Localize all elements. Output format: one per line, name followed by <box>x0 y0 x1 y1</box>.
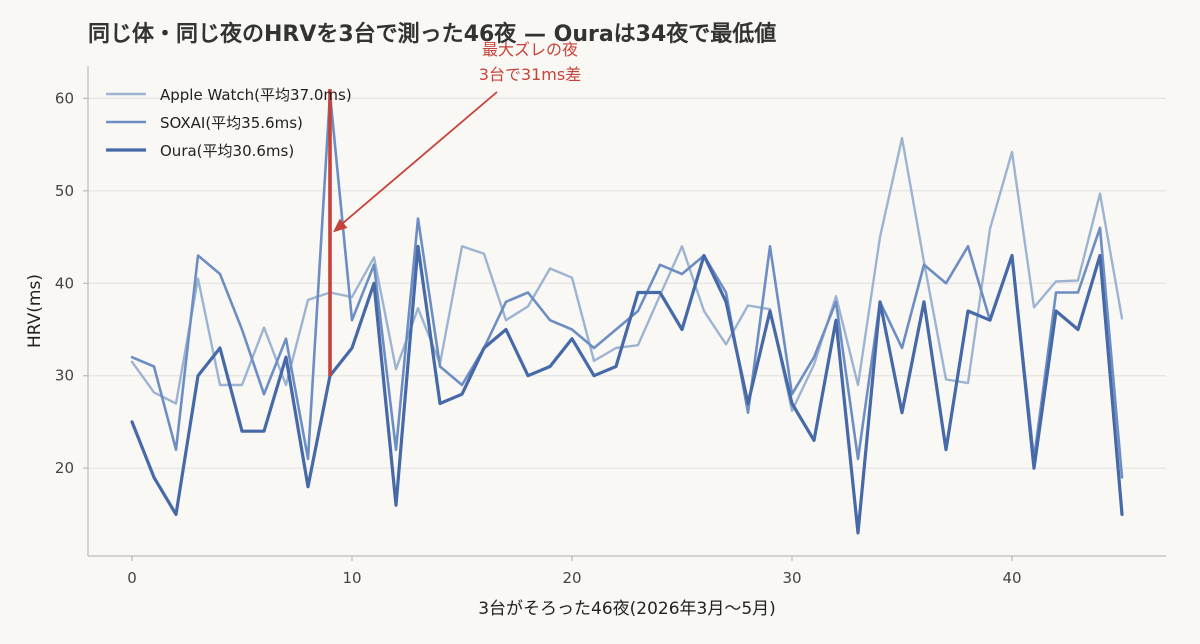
x-tick-label: 40 <box>1002 569 1021 587</box>
x-ticks: 0 10 20 30 40 <box>127 556 1022 587</box>
grid-lines <box>88 97 1166 469</box>
y-tick-label: 40 <box>55 274 74 292</box>
annotation-text-line: 最大ズレの夜 <box>482 40 578 59</box>
legend: Apple Watch(平均37.0ms) SOXAI(平均35.6ms) Oura… <box>106 86 352 160</box>
annotation-arrow-head <box>333 218 348 233</box>
annotation-text-line: 3台で31ms差 <box>479 65 581 84</box>
chart-title: 同じ体・同じ夜のHRVを3台で測った46夜 — Ouraは34夜で最低値 <box>88 21 776 47</box>
y-ticks: 20 30 40 50 60 <box>55 89 88 477</box>
series-line-3 <box>130 244 1124 535</box>
y-tick-label: 60 <box>55 89 74 107</box>
y-axis-label: HRV(ms) <box>25 274 45 348</box>
x-tick-label: 30 <box>782 569 801 587</box>
axes <box>87 66 1166 557</box>
x-tick-label: 20 <box>562 569 581 587</box>
x-axis-label: 3台がそろった46夜(2026年3月〜5月) <box>478 599 776 619</box>
annotation-arrow-line <box>338 91 498 228</box>
x-tick-label: 10 <box>342 569 361 587</box>
series-line-2 <box>130 92 1124 479</box>
x-tick-label: 0 <box>127 569 137 587</box>
y-tick-label: 20 <box>55 459 74 477</box>
legend-label-2: SOXAI(平均35.6ms) <box>160 114 303 132</box>
y-tick-label: 50 <box>55 182 74 200</box>
legend-label-3: Oura(平均30.6ms) <box>160 142 294 160</box>
series-lines <box>130 92 1124 535</box>
legend-label-1: Apple Watch(平均37.0ms) <box>160 86 352 104</box>
annotation-group: 最大ズレの夜 3台で31ms差 <box>333 40 581 233</box>
y-tick-label: 30 <box>55 367 74 385</box>
